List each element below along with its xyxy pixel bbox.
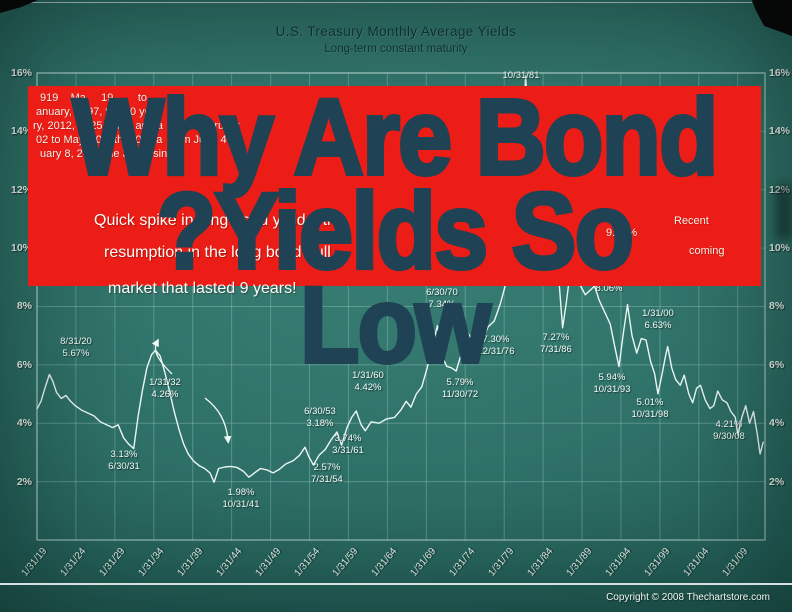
copyright-text: Copyright © 2008 Thechartstore.com: [606, 592, 770, 603]
red-banner: [28, 86, 761, 286]
photo-artifact-right-edge: [776, 185, 792, 240]
headline-line2: ?Yields So Low: [155, 170, 636, 385]
chart-title: U.S. Treasury Monthly Average Yields: [275, 24, 517, 39]
yield-line: [36, 75, 764, 483]
plot-frame: [36, 72, 766, 541]
bottom-rule-line: [0, 583, 792, 585]
overlay-headline: Why Are Bond ?Yields So Low: [28, 76, 761, 385]
chart-subtitle: Long-term constant maturity: [324, 43, 468, 55]
annotation-arrow: [151, 338, 173, 375]
headline-line1: Why Are Bond: [71, 76, 721, 197]
photo-top-edge-line: [30, 2, 752, 3]
annotation-arrow: [204, 397, 232, 444]
